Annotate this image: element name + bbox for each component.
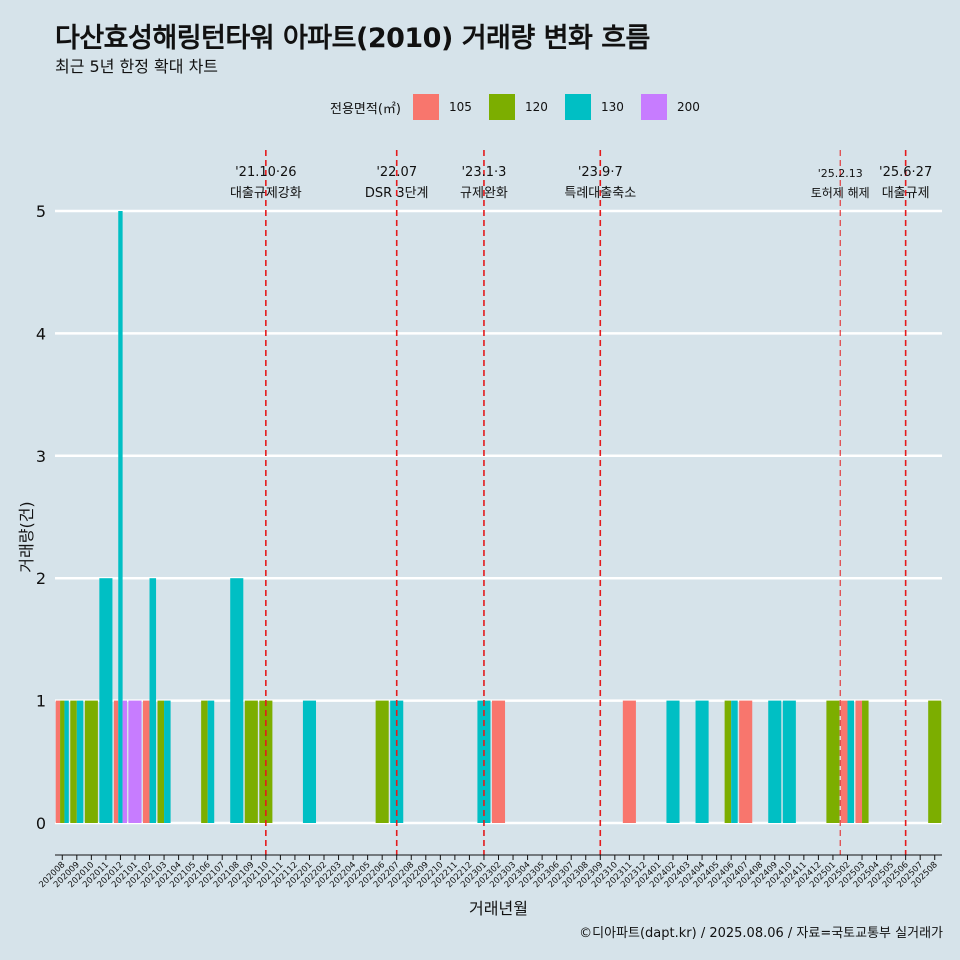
bar-202206-120 (375, 700, 389, 823)
event-date-202207: '22.07 (376, 165, 417, 180)
bar-202503-120 (862, 700, 869, 823)
event-label-202309: 특례대출축소 (564, 186, 636, 201)
x-axis-label: 거래년월 (469, 899, 528, 918)
legend-label-120: 120 (524, 100, 548, 114)
bar-202406-130 (731, 700, 738, 823)
legend-swatch-130 (564, 94, 591, 120)
bar-202311-105 (622, 700, 636, 823)
event-date-202110: '21.10·26 (235, 165, 296, 180)
event-label-202207: DSR 3단계 (365, 186, 429, 201)
bar-202404-130 (695, 700, 709, 823)
bar-202409-130 (768, 700, 782, 823)
event-lines: '21.10·26 대출규제강화 '22.07 DSR 3단계 '23.1·3 규제완화 '… (230, 150, 932, 855)
y-tick-label-5: 5 (36, 202, 46, 221)
y-tick-label-4: 4 (36, 324, 46, 343)
legend-label-200: 200 (676, 100, 700, 114)
bar-202201-130 (302, 700, 317, 823)
bar-202012-130 (118, 211, 123, 823)
bar-202011-130 (99, 578, 113, 823)
event-label-202110: 대출규제강화 (230, 186, 302, 201)
legend-swatch-120 (488, 94, 515, 120)
bar-202106-130 (207, 700, 215, 823)
event-date-202502: '25.2.13 (818, 167, 863, 180)
bar-202410-130 (782, 700, 796, 823)
bars (55, 211, 942, 823)
legend-swatch-200 (640, 94, 667, 120)
y-tick-label-1: 1 (36, 692, 46, 711)
bar-202009-130 (76, 700, 84, 823)
bar-202010-120 (84, 700, 98, 823)
legend-label-130: 130 (600, 100, 624, 114)
bar-202508-120 (928, 700, 942, 823)
legend-swatch-105 (412, 94, 439, 120)
bar-202101-200 (128, 700, 142, 823)
event-label-202506: 대출규제 (882, 186, 930, 201)
bar-202102-130 (149, 578, 157, 823)
legend-label-105: 105 (448, 100, 472, 114)
bar-202108-130 (230, 578, 244, 823)
bar-202012-105 (113, 700, 119, 823)
bar-202103-120 (157, 700, 165, 823)
y-tick-label-3: 3 (36, 447, 46, 466)
chart-title: 다산효성해링턴타워 아파트(2010) 거래량 변화 흐름 (55, 23, 650, 54)
y-axis-label: 거래량(건) (17, 501, 36, 572)
event-date-202301: '23.1·3 (461, 165, 506, 180)
event-date-202506: '25.6·27 (879, 165, 932, 180)
bar-202501-120 (826, 700, 840, 823)
chart-subtitle: 최근 5년 한정 확대 차트 (55, 57, 219, 76)
y-tick-label-0: 0 (36, 814, 46, 833)
event-label-202301: 규제완화 (460, 186, 508, 201)
event-date-202309: '23.9·7 (578, 165, 623, 180)
legend-title: 전용면적(㎡) (330, 101, 401, 117)
bar-202502-130 (847, 700, 855, 823)
bar-202109-120 (244, 700, 258, 823)
bar-202008-105 (55, 700, 61, 823)
bar-202106-120 (201, 700, 208, 823)
bar-202008-130 (64, 700, 69, 823)
bar-202407-105 (739, 700, 753, 823)
bar-202103-130 (164, 700, 171, 823)
bar-202012-200 (122, 700, 127, 823)
bar-202503-105 (855, 700, 863, 823)
bar-202008-120 (60, 700, 65, 823)
bar-202009-120 (70, 700, 77, 823)
source-caption: ©디아파트(dapt.kr) / 2025.08.06 / 자료=국토교통부 실… (579, 926, 943, 941)
event-label-202502: 토허제 해제 (811, 186, 870, 200)
y-tick-label-2: 2 (36, 569, 46, 588)
legend: 전용면적(㎡) 105 120 130 200 (330, 93, 717, 121)
bar-202302-105 (491, 700, 506, 823)
bar-202402-130 (666, 700, 680, 823)
bar-202102-105 (142, 700, 150, 823)
bar-202406-120 (724, 700, 732, 823)
bar-202502-105 (840, 700, 848, 823)
